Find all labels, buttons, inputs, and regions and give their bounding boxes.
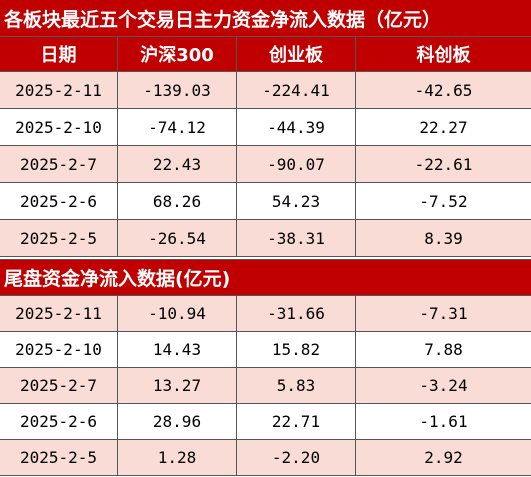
table-cell: -3.24 bbox=[419, 376, 468, 395]
table-cell: -26.54 bbox=[118, 220, 237, 256]
table-cell: 2025-2-10 bbox=[0, 332, 118, 367]
table-row: 2025-2-11 -10.94 -31.66 -7.31 bbox=[0, 296, 531, 332]
header-row: 日期 沪深300 创业板 科创板 bbox=[0, 37, 531, 72]
table-cell: 22.27 bbox=[419, 117, 468, 137]
table-cell: 22.43 bbox=[118, 146, 237, 182]
table-cell: 2025-2-5 bbox=[0, 440, 118, 475]
table-cell: 2025-2-10 bbox=[0, 109, 118, 145]
section-title: 尾盘资金净流入数据(亿元) bbox=[0, 259, 531, 296]
table-cell: 22.71 bbox=[237, 404, 356, 439]
table-cell: 2025-2-5 bbox=[0, 220, 118, 256]
header-cell: 日期 bbox=[0, 37, 118, 71]
table-cell: 8.39 bbox=[424, 228, 463, 248]
table-cell: 2.92 bbox=[424, 448, 463, 467]
table-cell: 2025-2-6 bbox=[0, 183, 118, 219]
table-cell: 2025-2-7 bbox=[0, 146, 118, 182]
table-cell: 1.28 bbox=[118, 440, 237, 475]
table-row: 2025-2-6 28.96 22.71 -1.61 bbox=[0, 404, 531, 440]
table-cell: -10.94 bbox=[118, 296, 237, 331]
table-cell: -74.12 bbox=[118, 109, 237, 145]
table-row: 2025-2-5 1.28 -2.20 2.92 bbox=[0, 440, 531, 476]
table-cell: -42.65 bbox=[414, 80, 473, 100]
header-cell: 创业板 bbox=[237, 37, 356, 71]
table-cell: 14.43 bbox=[118, 332, 237, 367]
table-cell: 13.27 bbox=[118, 368, 237, 403]
table-cell: 5.83 bbox=[237, 368, 356, 403]
table-cell: 15.82 bbox=[237, 332, 356, 367]
table-cell: -44.39 bbox=[237, 109, 356, 145]
table-cell: -224.41 bbox=[237, 72, 356, 108]
table-row: 2025-2-10 14.43 15.82 7.88 bbox=[0, 332, 531, 368]
table-row: 2025-2-5 -26.54 -38.31 8.39 bbox=[0, 220, 531, 257]
table-cell: 7.88 bbox=[424, 340, 463, 359]
table-cell: -22.61 bbox=[414, 154, 473, 174]
table-cell: -38.31 bbox=[237, 220, 356, 256]
table-cell: 2025-2-11 bbox=[0, 296, 118, 331]
table-cell: -90.07 bbox=[237, 146, 356, 182]
table-row: 2025-2-11 -139.03 -224.41 -42.65 bbox=[0, 72, 531, 109]
table-cell: -2.20 bbox=[237, 440, 356, 475]
table-cell: 28.96 bbox=[118, 404, 237, 439]
table-cell: -139.03 bbox=[118, 72, 237, 108]
table-cell: -1.61 bbox=[419, 412, 468, 431]
table-row: 2025-2-6 68.26 54.23 -7.52 bbox=[0, 183, 531, 220]
table-row: 2025-2-10 -74.12 -44.39 22.27 bbox=[0, 109, 531, 146]
table-cell: 2025-2-11 bbox=[0, 72, 118, 108]
table-cell: -7.31 bbox=[419, 304, 468, 323]
table-cell: 2025-2-6 bbox=[0, 404, 118, 439]
table-cell: -31.66 bbox=[237, 296, 356, 331]
section-title: 各板块最近五个交易日主力资金净流入数据（亿元） bbox=[0, 0, 531, 37]
table-row: 2025-2-7 22.43 -90.07 -22.61 bbox=[0, 146, 531, 183]
table-cell: 2025-2-7 bbox=[0, 368, 118, 403]
table-cell: -7.52 bbox=[419, 191, 468, 211]
table-cell: 68.26 bbox=[118, 183, 237, 219]
header-cell: 沪深300 bbox=[118, 37, 237, 71]
header-cell: 科创板 bbox=[416, 45, 471, 66]
table-cell: 54.23 bbox=[237, 183, 356, 219]
table-row: 2025-2-7 13.27 5.83 -3.24 bbox=[0, 368, 531, 404]
